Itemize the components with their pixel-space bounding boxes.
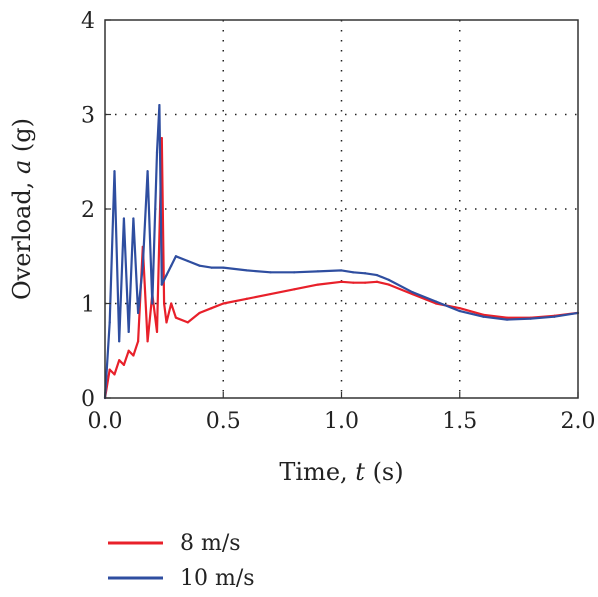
series-1-point — [122, 217, 126, 220]
series-0-point — [198, 311, 201, 315]
series-1-point — [160, 283, 163, 286]
series-1-point — [132, 217, 135, 220]
series-1-point — [146, 170, 149, 173]
series-0-point — [122, 363, 126, 367]
series-1-point — [269, 271, 272, 274]
series-layer — [103, 103, 580, 400]
series-1-point — [245, 269, 248, 272]
series-1-point — [108, 321, 111, 324]
series-1-point — [553, 315, 556, 318]
legend-label-10ms: 10 m/s — [180, 566, 255, 591]
series-1-point — [151, 302, 154, 305]
series-1-point — [137, 311, 140, 315]
series-1-point — [158, 103, 161, 107]
x-tick-label: 2.0 — [561, 409, 596, 434]
x-tick-label: 0.0 — [88, 409, 123, 434]
series-1-point — [293, 271, 296, 274]
x-axis-title-var: t — [355, 458, 365, 486]
series-1-point — [210, 266, 213, 269]
series-0-point — [316, 283, 319, 286]
series-1-point — [155, 151, 159, 154]
series-0-point — [127, 349, 130, 352]
y-tick-label: 3 — [81, 104, 95, 129]
x-tick-label: 1.5 — [442, 409, 477, 434]
series-0-point — [113, 373, 116, 376]
legend-label-8ms: 8 m/s — [180, 531, 241, 556]
y-tick-label: 4 — [81, 9, 95, 34]
series-1-point — [174, 255, 178, 258]
series-0-point — [482, 313, 485, 316]
series-0-point — [146, 340, 149, 343]
y-tick-label: 2 — [81, 198, 95, 223]
series-line-1 — [103, 103, 579, 399]
y-axis-title: Overload, a (g) — [8, 118, 36, 300]
series-0-point — [163, 302, 166, 305]
series-0-point — [364, 281, 367, 284]
series-0-point — [118, 359, 121, 362]
series-0-point — [170, 302, 173, 305]
series-1-point — [529, 317, 532, 320]
series-1-point — [482, 315, 485, 318]
y-axis-title-suffix: (g) — [8, 118, 36, 160]
x-tick-label: 0.5 — [206, 409, 241, 434]
series-1-point — [170, 264, 173, 267]
x-axis-title-suffix: (s) — [365, 458, 404, 486]
series-0-point — [132, 354, 135, 357]
series-1-point — [118, 340, 121, 343]
series-0-point — [160, 137, 163, 140]
series-1-point — [165, 274, 168, 277]
y-axis-title-var: a — [8, 160, 36, 174]
series-0-point — [174, 316, 178, 319]
series-0-point — [186, 321, 189, 324]
axis-ticks: 0.0 0.5 1.0 1.5 2.0 0 1 2 3 4 — [81, 9, 596, 434]
series-line-0 — [103, 137, 579, 399]
series-0-point — [165, 321, 168, 324]
series-0-point — [269, 292, 272, 296]
y-axis-title-prefix: Overload, — [8, 174, 36, 300]
series-1-point — [458, 309, 461, 313]
series-0-point — [222, 302, 225, 305]
series-1-point — [352, 271, 355, 274]
series-1-point — [364, 272, 367, 275]
series-0-point — [210, 307, 213, 310]
series-1-point — [141, 264, 144, 267]
series-0-point — [375, 280, 379, 283]
series-0-point — [340, 280, 343, 283]
series-1-point — [375, 274, 379, 277]
series-1-point — [316, 270, 319, 273]
series-1-point — [198, 264, 201, 267]
series-1-point — [435, 300, 438, 303]
series-1-point — [505, 318, 509, 321]
series-0-point — [458, 307, 461, 310]
series-1-point — [222, 266, 225, 269]
series-0-point — [387, 283, 390, 286]
y-tick-label: 0 — [81, 387, 95, 412]
series-0-point — [245, 297, 248, 300]
series-1-point — [127, 330, 130, 333]
series-0-point — [108, 368, 111, 371]
series-0-point — [293, 288, 296, 291]
series-0-point — [137, 340, 140, 343]
x-axis-title-prefix: Time, — [279, 458, 355, 486]
series-0-point — [155, 330, 159, 333]
series-0-point — [352, 281, 355, 284]
series-1-point — [387, 278, 390, 281]
series-1-point — [113, 170, 116, 173]
x-axis-title: Time, t (s) — [279, 458, 403, 486]
y-tick-label: 1 — [81, 293, 95, 318]
series-1-point — [186, 259, 189, 263]
series-1-point — [340, 269, 343, 272]
series-1-point — [411, 291, 414, 294]
x-tick-label: 1.0 — [324, 409, 359, 434]
grid — [105, 20, 578, 398]
series-0-point — [505, 316, 509, 319]
legend: 8 m/s 10 m/s — [108, 531, 255, 591]
